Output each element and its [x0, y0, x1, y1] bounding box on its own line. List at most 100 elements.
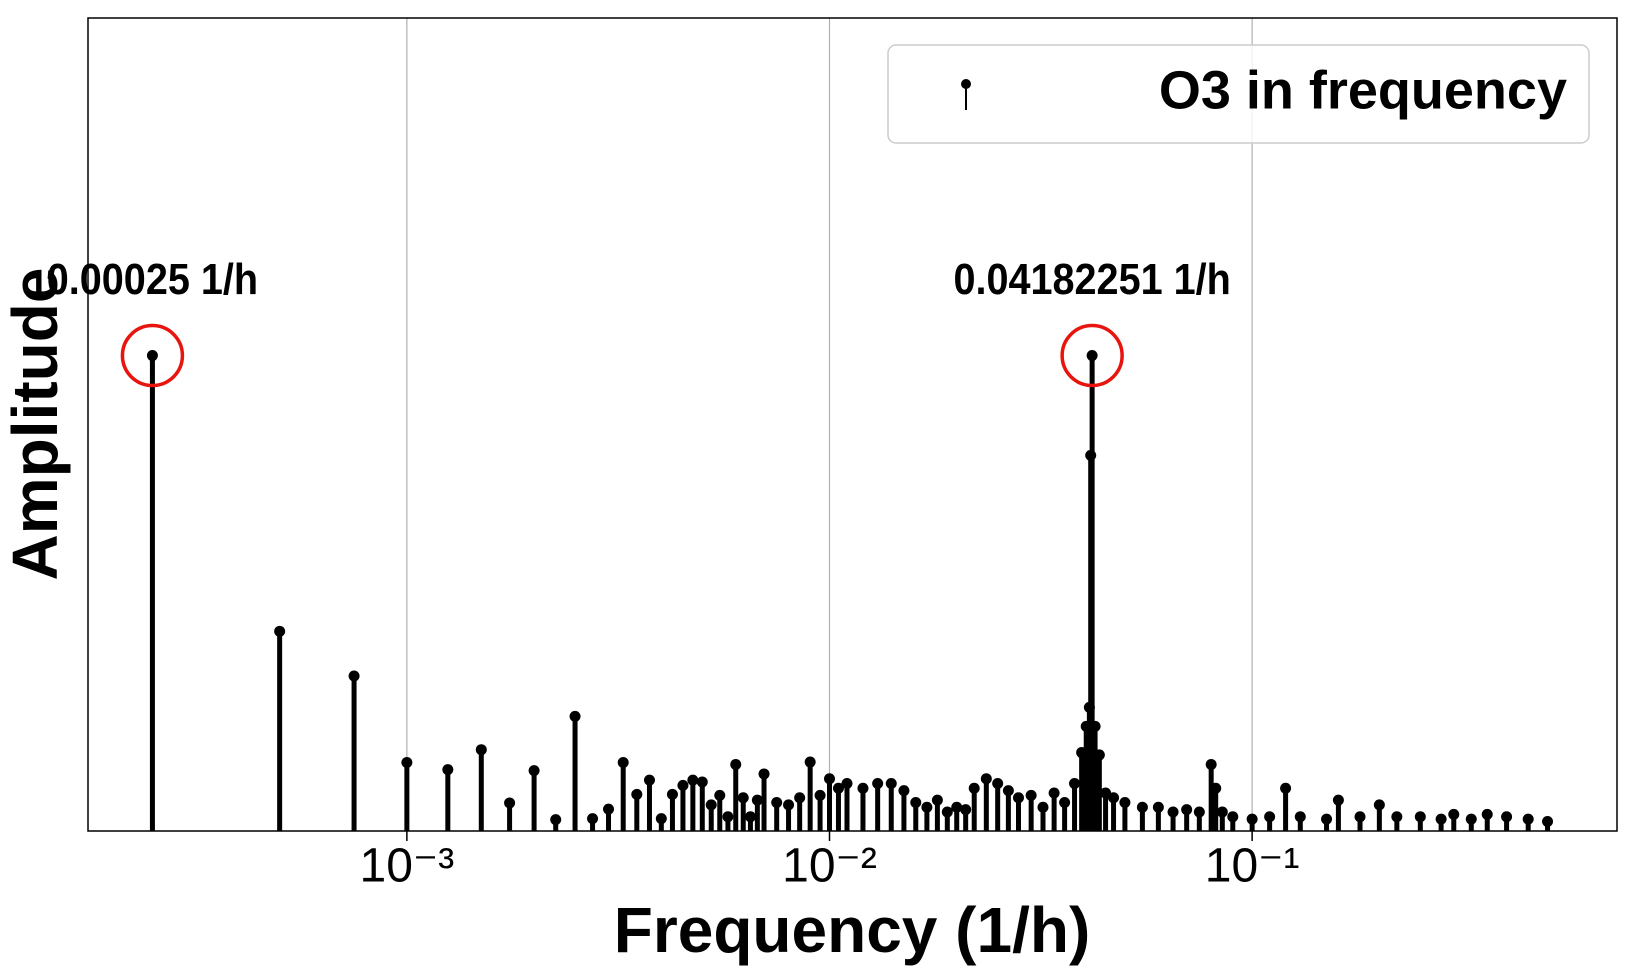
stem-marker	[931, 794, 943, 806]
stem-marker	[603, 803, 615, 815]
stem-marker	[1059, 796, 1071, 808]
stem-marker	[528, 765, 540, 777]
stem-marker	[1012, 792, 1024, 804]
stem-marker	[1100, 787, 1112, 799]
stem	[814, 789, 826, 831]
stem-marker	[1501, 811, 1513, 823]
stem-marker	[696, 776, 708, 788]
stem-marker	[1089, 720, 1101, 732]
stem-marker	[569, 710, 581, 722]
stem	[1089, 720, 1101, 831]
stem	[744, 811, 756, 831]
stem	[569, 710, 581, 831]
stem	[824, 773, 836, 831]
stem	[1093, 749, 1105, 831]
stem-marker	[968, 782, 980, 794]
stem	[1246, 813, 1258, 831]
stem-marker	[1373, 799, 1385, 811]
stem-marker	[617, 757, 629, 769]
stem	[722, 811, 734, 831]
stem	[1542, 815, 1554, 831]
stem	[758, 768, 770, 831]
stem-marker	[442, 764, 454, 776]
stem-marker	[744, 811, 756, 823]
legend-label: O3 in frequency	[1159, 60, 1567, 120]
stem	[705, 799, 717, 831]
stem	[1448, 808, 1460, 831]
stem	[1136, 801, 1148, 831]
stem	[550, 814, 562, 831]
stem	[1152, 801, 1164, 831]
stem-marker	[643, 774, 655, 786]
stem-marker	[872, 777, 884, 789]
annotation-circle	[1060, 323, 1124, 388]
stem	[872, 777, 884, 831]
stem	[1501, 811, 1513, 831]
stem-marker	[1048, 787, 1060, 799]
stem	[980, 773, 992, 831]
stem-marker	[1136, 801, 1148, 813]
stem	[941, 806, 953, 831]
stem-marker	[814, 789, 826, 801]
stem	[1216, 806, 1228, 831]
stem	[730, 758, 742, 831]
stem-marker	[722, 811, 734, 823]
stem-marker	[1210, 782, 1222, 794]
stem	[771, 796, 783, 831]
stem-marker	[146, 350, 158, 362]
stem	[1332, 794, 1344, 831]
stem-marker	[1294, 811, 1306, 823]
stem-marker	[677, 779, 689, 791]
stem-marker	[1522, 813, 1534, 825]
stem	[1086, 350, 1098, 831]
stem-marker	[1448, 808, 1460, 820]
stem	[960, 804, 972, 831]
stem-marker	[758, 768, 770, 780]
stem-marker	[1108, 792, 1120, 804]
stem	[1522, 813, 1534, 831]
stem	[1465, 813, 1477, 831]
stem-marker	[751, 794, 763, 806]
stem-marker	[1167, 806, 1179, 818]
x-tick-label: 10⁻³	[360, 840, 455, 893]
stem	[1481, 808, 1493, 831]
stem	[885, 777, 897, 831]
stem	[1210, 782, 1222, 831]
stem	[401, 757, 413, 831]
stem	[603, 803, 615, 831]
stem	[968, 782, 980, 831]
stem	[804, 756, 816, 831]
stem	[146, 350, 158, 831]
stem-marker	[1069, 777, 1081, 789]
stem	[617, 757, 629, 831]
stem-marker	[1002, 785, 1014, 797]
stem-marker	[1119, 796, 1131, 808]
stem-marker	[1025, 789, 1037, 801]
stem-marker	[631, 788, 643, 800]
stem	[1181, 804, 1193, 831]
stem-marker	[1181, 804, 1193, 816]
stem-marker	[1481, 808, 1493, 820]
stem	[857, 782, 869, 831]
stem	[1264, 811, 1276, 831]
stem	[992, 777, 1004, 831]
stem-marker	[348, 670, 360, 682]
stem-marker	[980, 773, 992, 785]
stem-marker	[885, 777, 897, 789]
stem-marker	[1354, 811, 1366, 823]
stem-marker	[1152, 801, 1164, 813]
annotation-text: 0.00025 1/h	[47, 254, 258, 303]
stem-marker	[1414, 811, 1426, 823]
stem-marker	[832, 782, 844, 794]
stem	[794, 792, 806, 831]
stem-marker	[1280, 782, 1292, 794]
stem	[910, 796, 922, 831]
stem	[587, 813, 599, 831]
stem-marker	[1205, 758, 1217, 770]
stem-marker	[898, 785, 910, 797]
annotation-text: 0.04182251 1/h	[953, 254, 1230, 303]
stem	[921, 801, 933, 831]
stem	[1012, 792, 1024, 831]
stem	[687, 774, 699, 831]
